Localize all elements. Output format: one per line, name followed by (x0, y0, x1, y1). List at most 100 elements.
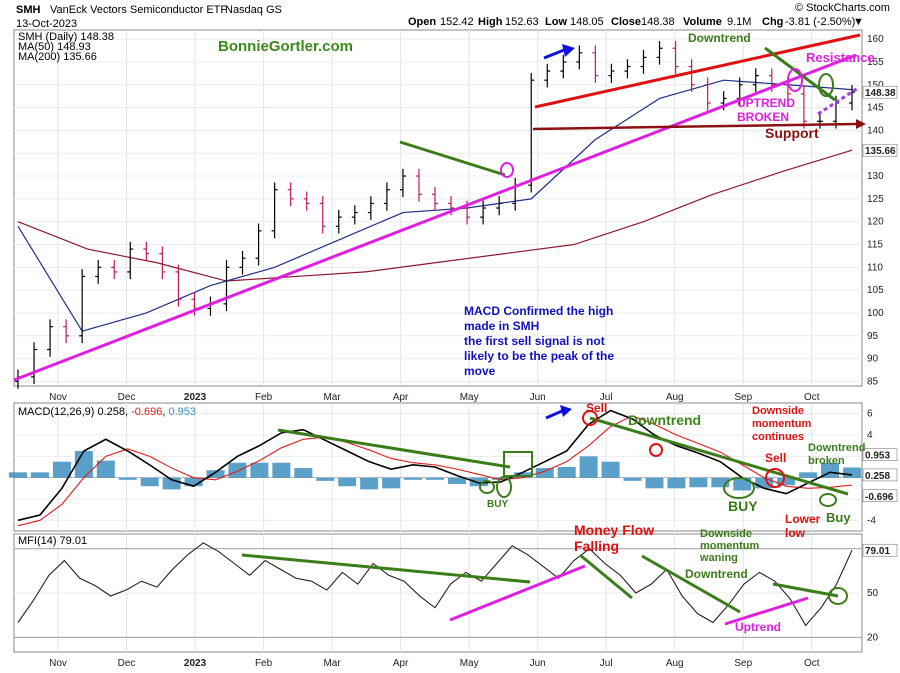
mfi-last-tag: 79.01 (865, 546, 890, 557)
price-x-tick: Sep (734, 392, 752, 403)
macd-hist-bar (469, 477, 488, 487)
exchange: Nasdaq GS (225, 4, 282, 16)
price-blue-arrow-shaft (543, 48, 565, 60)
macd-hist-bar (96, 460, 115, 478)
macd-hist-bar (316, 477, 335, 481)
macd-buy-circle-3 (723, 477, 755, 499)
macd-sell-circle-2 (649, 443, 663, 457)
price-downtrend-label: Downtrend (688, 31, 751, 45)
axes: Nov Nov Dec Dec 2023 2023 Feb Feb Mar Mar Apr Apr Ma… (49, 34, 898, 669)
macd-breakout-box (503, 451, 533, 477)
downtrend-broken-2: broken (808, 455, 845, 467)
mfi-x-tick: Sep (734, 658, 752, 669)
dotted-uptrend-line (817, 86, 859, 116)
macd-hist-bar (711, 477, 730, 488)
macd-hist-bar (535, 468, 554, 478)
macd-y-tick: 4 (867, 430, 873, 441)
mfi-polyline (17, 542, 853, 627)
macd-hist-bar (74, 451, 93, 478)
website-label: BonnieGortler.com (218, 38, 353, 55)
price-x-tick: May (460, 392, 479, 403)
macd-hist-bar (447, 477, 466, 485)
ma50-legend: MA(50) 148.93 (18, 41, 91, 53)
macd-downtrend-label: Downtrend (628, 412, 701, 428)
price-last-tag-box (862, 85, 898, 99)
price-x-tick: 2023 (184, 392, 207, 403)
downtrend-broken-1: Downtrend (808, 442, 865, 454)
macd-buy-circle-4 (819, 493, 837, 507)
macd-legend-hist: 0.953 (168, 406, 196, 418)
macd-buy-circle-2 (496, 476, 512, 498)
downside-momentum-2: momentum (752, 418, 812, 430)
ma200-last-tag-box (862, 143, 898, 157)
price-x-tick: Nov (49, 392, 67, 403)
macd-hist-bar (206, 470, 225, 478)
resistance-label: Resistance (806, 50, 875, 65)
macd-legend: MACD(12,26,9) 0.258, -0.696, 0.953 (18, 406, 196, 418)
money-flow-2: Falling (574, 538, 619, 554)
macd-hist-bar (250, 462, 269, 478)
mfi-x-tick: Aug (666, 658, 684, 669)
price-x-tick: Dec (118, 392, 136, 403)
macd-hist-bar (579, 456, 598, 478)
macd-blue-arrow-icon (560, 405, 572, 417)
macd-hist-bar (645, 477, 664, 489)
ma200-polyline (17, 149, 853, 282)
price-y-tick: 130 (867, 171, 884, 182)
mfi-downtrend-line-3 (641, 554, 741, 614)
mfi-downtrend-line-2 (579, 553, 633, 600)
macd-note-line-1: MACD Confirmed the high (464, 304, 613, 318)
macd-note: MACD Confirmed the high made in SMH the … (464, 304, 614, 378)
price-y-tick: 125 (867, 194, 884, 205)
uptrend-broken-line-2: BROKEN (737, 110, 789, 124)
low-value: 148.05 (570, 16, 604, 28)
macd-signal-tag: -0.696 (865, 492, 894, 503)
macd-y-tick: 6 (867, 409, 873, 420)
ma200-legend: MA(200) 135.66 (18, 51, 97, 63)
close-value: 148.38 (641, 16, 675, 28)
resistance-line (534, 33, 861, 109)
macd-buy-circle-1 (479, 480, 495, 494)
macd-sell-circle-3 (765, 468, 785, 488)
macd-hist-bar (777, 477, 796, 486)
price-y-tick: 110 (867, 262, 883, 273)
macd-buy-label-small: BUY (487, 499, 508, 510)
price-x-tick: Feb (255, 392, 273, 403)
macd-note-line-5: move (464, 364, 496, 378)
price-blue-arrow-icon (562, 44, 575, 57)
macd-hist-bar (118, 477, 137, 480)
price-y-tick: 100 (867, 308, 884, 319)
mfi-x-tick: Dec (118, 658, 136, 669)
macd-buy-label-big: BUY (728, 498, 758, 514)
mfi-line (14, 542, 862, 638)
macd-hist-bar (162, 477, 181, 490)
macd-note-line-4: likely to be the peak of the (464, 349, 614, 363)
macd-hist-bar (9, 472, 27, 478)
macd-note-line-3: the first sell signal is not (464, 334, 605, 348)
macd-y-tick: -4 (867, 515, 876, 526)
macd-hist-bar (426, 477, 444, 480)
price-circle-magenta-2 (787, 68, 803, 92)
ma200-line (17, 149, 853, 282)
price-circle-magenta-1 (500, 162, 514, 178)
mfi-x-tick: Apr (393, 658, 409, 669)
ma200-last-tag: 135.66 (865, 146, 896, 157)
macd-legend-macd: MACD(12,26,9) 0.258, (18, 406, 131, 418)
mfi-x-tick: Mar (323, 658, 341, 669)
high-label: High (478, 16, 503, 28)
price-x-tick: Aug (666, 392, 684, 403)
macd-hist-bar (799, 472, 818, 478)
price-x-tick: Jun (530, 392, 546, 403)
etf-name: VanEck Vectors Semiconductor ETF (50, 4, 227, 16)
macd-value-tag-box (862, 468, 898, 482)
support-label: Support (765, 125, 819, 141)
volume-value: 9.1M (727, 16, 751, 28)
high-value: 152.63 (505, 16, 539, 28)
macd-hist-bar (733, 477, 752, 491)
macd-spring-downtrend (277, 428, 511, 469)
mfi-x-tick: Nov (49, 658, 67, 669)
price-y-tick: 120 (867, 217, 884, 228)
open-value: 152.42 (440, 16, 474, 28)
macd-hist-tag: 0.953 (865, 451, 890, 462)
